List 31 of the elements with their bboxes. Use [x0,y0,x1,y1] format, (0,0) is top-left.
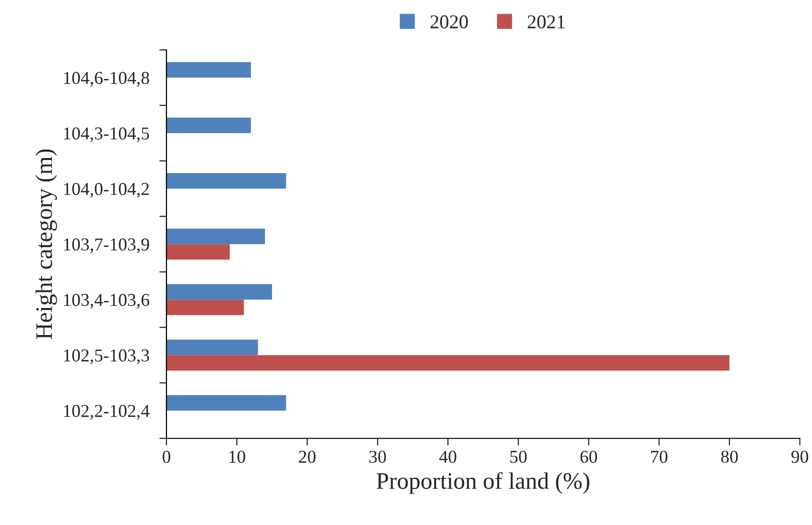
y-tick-label: 104,6-104,8 [64,72,150,87]
bar [166,244,230,260]
x-tick-label: 30 [369,450,386,463]
legend-label: 2021 [528,15,565,28]
bar [166,62,251,78]
bar [166,340,258,356]
x-tick-label: 50 [510,450,527,463]
y-tick-label: 103,7-103,9 [64,238,150,254]
x-tick-label: 20 [298,450,316,463]
x-tick-label: 10 [229,450,246,463]
legend-label: 2020 [430,15,468,28]
x-tick-label: 80 [721,450,738,463]
bar [166,395,286,411]
bar [166,355,730,371]
bar [166,118,251,134]
bar [166,300,244,316]
y-tick-label: 104,0-104,2 [64,182,149,198]
x-tick-label: 0 [162,450,170,463]
y-tick-label: 102,5-103,3 [64,349,150,364]
bar [166,284,272,300]
y-axis-title: Height category (m) [35,149,57,340]
x-tick-label: 40 [439,450,456,463]
bar [166,228,265,244]
y-tick-label: 103,4-103,6 [64,294,150,309]
x-tick-label: 70 [651,450,668,463]
x-axis-title: Proportion of land (%) [376,472,590,494]
bar [166,173,286,189]
x-tick-label: 90 [791,450,808,463]
y-tick-label: 104,3-104,5 [64,127,150,142]
x-tick-label: 60 [580,450,598,463]
y-tick-label: 102,2-102,4 [64,404,150,420]
